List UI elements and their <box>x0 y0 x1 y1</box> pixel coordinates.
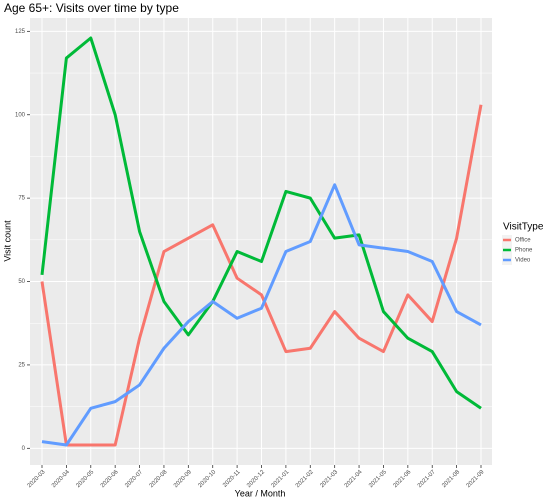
x-tick-label: 2020-12 <box>246 469 266 489</box>
x-tick-label: 2020-11 <box>222 469 242 489</box>
x-tick-label: 2020-04 <box>51 469 71 489</box>
y-tick-label: 25 <box>18 363 25 369</box>
x-tick-label: 2020-08 <box>149 469 169 489</box>
y-axis-label: Visit count <box>2 220 12 262</box>
legend-label: Office <box>515 238 531 244</box>
x-tick-label: 2021-08 <box>441 469 461 489</box>
x-tick-label: 2021-05 <box>368 469 388 489</box>
x-tick-label: 2020-06 <box>100 469 120 489</box>
series-line <box>41 183 482 447</box>
x-tick-label: 2021-01 <box>271 469 291 489</box>
y-tick-label: 125 <box>15 29 26 35</box>
legend-title: VisitType <box>503 222 544 233</box>
x-tick-label: 2021-02 <box>295 469 315 489</box>
legend-label: Video <box>515 258 531 264</box>
x-tick-label: 2020-10 <box>197 469 217 489</box>
series-line <box>40 104 483 447</box>
x-tick-label: 2021-03 <box>319 469 339 489</box>
x-tick-label: 2021-04 <box>344 469 364 489</box>
y-tick-label: 50 <box>18 279 25 285</box>
chart-title: Age 65+: Visits over time by type <box>4 1 179 15</box>
x-tick-label: 2020-03 <box>27 469 47 489</box>
y-tick-label: 0 <box>22 446 26 452</box>
x-tick-label: 2020-09 <box>173 469 193 489</box>
x-tick-label: 2021-06 <box>393 469 413 489</box>
y-tick-label: 100 <box>15 112 26 118</box>
y-tick-label: 75 <box>18 196 25 202</box>
x-tick-label: 2020-05 <box>75 469 95 489</box>
x-tick-label: 2021-09 <box>466 469 486 489</box>
x-tick-label: 2021-07 <box>417 469 437 489</box>
x-axis-label: Year / Month <box>235 488 286 498</box>
x-tick-label: 2020-07 <box>124 469 144 489</box>
series-line <box>40 36 482 410</box>
legend-label: Phone <box>515 248 533 254</box>
